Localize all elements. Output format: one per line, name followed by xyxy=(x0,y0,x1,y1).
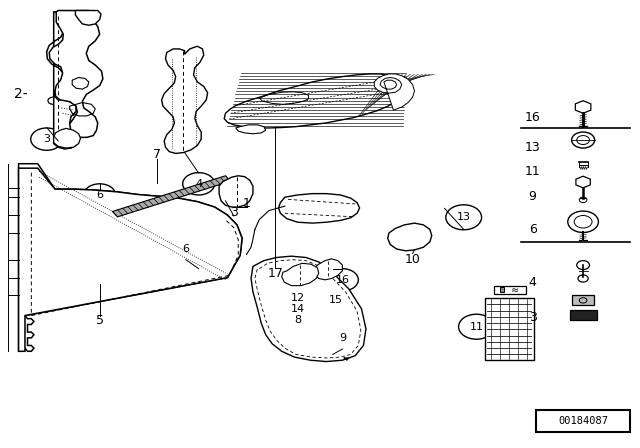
Text: 16: 16 xyxy=(335,275,349,285)
Text: 6: 6 xyxy=(96,190,103,200)
FancyBboxPatch shape xyxy=(536,410,630,432)
Polygon shape xyxy=(19,168,242,351)
Text: 11: 11 xyxy=(470,322,483,332)
Text: 9: 9 xyxy=(339,333,346,343)
Polygon shape xyxy=(575,101,591,113)
Text: 7: 7 xyxy=(153,148,161,161)
Polygon shape xyxy=(224,74,406,128)
Polygon shape xyxy=(19,164,242,351)
Polygon shape xyxy=(314,259,342,280)
Text: 10: 10 xyxy=(404,253,420,266)
Polygon shape xyxy=(76,10,101,25)
FancyBboxPatch shape xyxy=(570,310,596,319)
Text: 3: 3 xyxy=(43,134,50,144)
Polygon shape xyxy=(493,286,525,294)
Text: 11: 11 xyxy=(525,165,541,178)
Text: 17: 17 xyxy=(268,267,284,280)
Text: ≈: ≈ xyxy=(511,284,519,295)
Polygon shape xyxy=(278,194,360,223)
Polygon shape xyxy=(251,256,366,362)
Text: 8: 8 xyxy=(294,315,301,325)
Text: 13: 13 xyxy=(525,141,541,154)
Text: 5: 5 xyxy=(95,314,104,327)
Text: 1: 1 xyxy=(243,198,250,211)
Text: 3: 3 xyxy=(230,207,237,220)
Polygon shape xyxy=(484,297,534,360)
Polygon shape xyxy=(576,176,590,188)
Polygon shape xyxy=(236,125,266,134)
Polygon shape xyxy=(49,10,103,138)
Text: 6: 6 xyxy=(529,223,536,236)
Polygon shape xyxy=(113,176,230,217)
Text: 00184087: 00184087 xyxy=(558,416,608,426)
Text: 2-: 2- xyxy=(14,87,28,102)
Text: 6: 6 xyxy=(182,244,189,254)
Ellipse shape xyxy=(74,122,92,130)
Polygon shape xyxy=(54,129,81,148)
Polygon shape xyxy=(500,288,504,292)
Text: 3: 3 xyxy=(529,311,536,324)
Text: 14: 14 xyxy=(291,304,305,314)
Text: 9: 9 xyxy=(529,190,536,203)
Text: 12: 12 xyxy=(291,293,305,303)
Polygon shape xyxy=(47,12,79,149)
Text: 4: 4 xyxy=(529,276,536,289)
FancyBboxPatch shape xyxy=(572,296,594,305)
Polygon shape xyxy=(162,46,207,153)
Polygon shape xyxy=(388,223,432,251)
Text: 4: 4 xyxy=(195,179,202,189)
Text: 15: 15 xyxy=(329,295,343,305)
Text: 16: 16 xyxy=(525,111,541,124)
Text: 13: 13 xyxy=(457,212,470,222)
Polygon shape xyxy=(282,263,319,286)
Polygon shape xyxy=(374,74,415,110)
Polygon shape xyxy=(219,176,253,207)
